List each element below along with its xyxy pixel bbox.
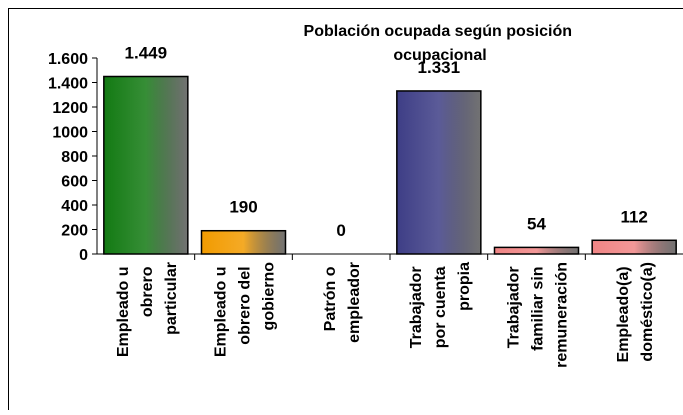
bar	[592, 240, 676, 254]
y-tick-label: 1200	[52, 100, 88, 117]
y-tick-label: 1000	[52, 125, 88, 142]
x-tick-label: Empleado u obrero particular	[115, 262, 180, 357]
y-tick-label: 200	[61, 223, 88, 240]
bar	[397, 91, 481, 254]
x-tick-label: Empleado u obrero del gobierno	[213, 262, 278, 357]
data-label: 1.449	[125, 43, 168, 62]
data-label: 190	[229, 198, 257, 217]
y-tick-label: 800	[61, 149, 88, 166]
data-label: 0	[336, 221, 345, 240]
data-label: 54	[527, 214, 546, 233]
bar	[104, 76, 188, 254]
bar	[202, 231, 286, 254]
data-label: 1.331	[418, 58, 461, 77]
y-tick-label: 0	[79, 247, 88, 264]
x-tick-label: Trabajador familiar sin remuneración	[506, 262, 571, 368]
x-tick-label: Empleado(a) doméstico(a)	[615, 262, 656, 362]
y-tick-label: 400	[61, 198, 88, 215]
x-tick-label: Trabajador por cuenta propia	[408, 262, 473, 348]
y-tick-label: 1.600	[48, 51, 88, 68]
bar	[495, 247, 579, 254]
data-label: 112	[620, 207, 647, 226]
x-tick-label: Patrón o empleador	[322, 262, 363, 343]
y-tick-label: 1.400	[48, 76, 88, 93]
y-tick-label: 600	[61, 174, 88, 191]
